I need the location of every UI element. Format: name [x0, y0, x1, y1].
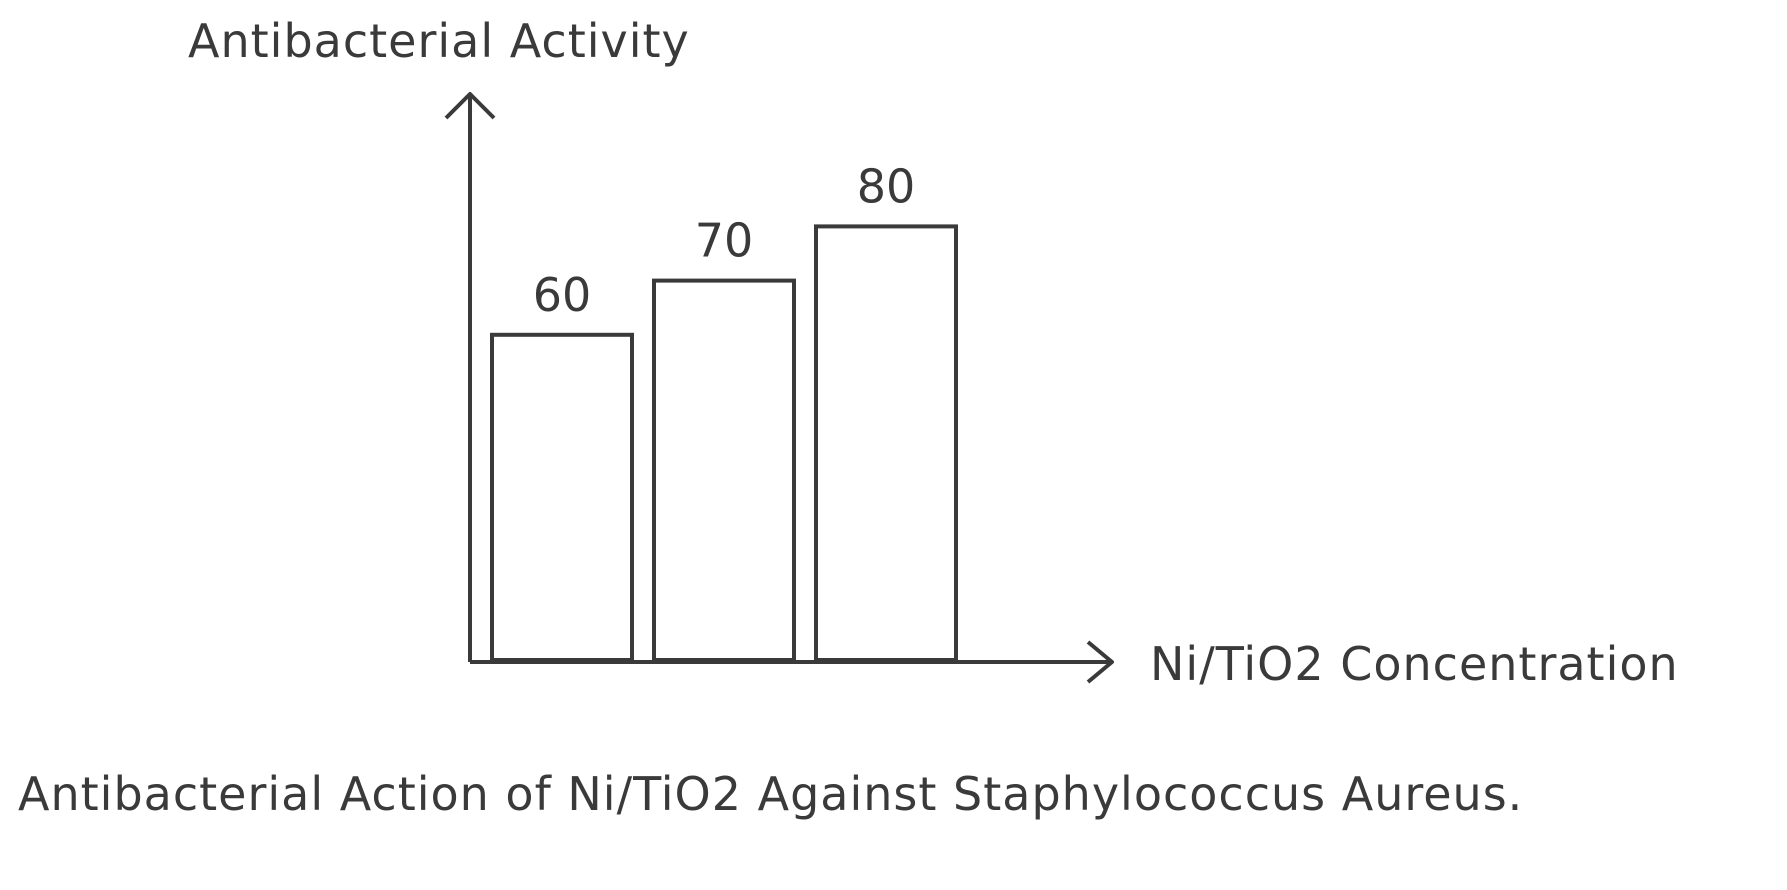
bar	[814, 224, 958, 662]
bar-chart: 60 70 80 Antibacterial Activity Ni/TiO2 Co…	[188, 14, 1679, 691]
bar	[652, 278, 796, 662]
bar-value-label: 70	[695, 214, 754, 268]
x-axis-label: Ni/TiO2 Concentration	[1150, 637, 1679, 691]
bar-value-label: 80	[857, 159, 916, 213]
bar-value-label: 60	[533, 268, 592, 322]
bar	[490, 332, 634, 662]
value-labels-group: 60 70 80	[533, 159, 916, 321]
figure-caption: Antibacterial Action of Ni/TiO2 Against …	[18, 767, 1524, 821]
bars-group	[490, 224, 958, 662]
y-axis-arrowhead	[444, 92, 496, 120]
y-axis-label: Antibacterial Activity	[188, 14, 690, 68]
x-axis-arrowhead	[1086, 640, 1114, 684]
